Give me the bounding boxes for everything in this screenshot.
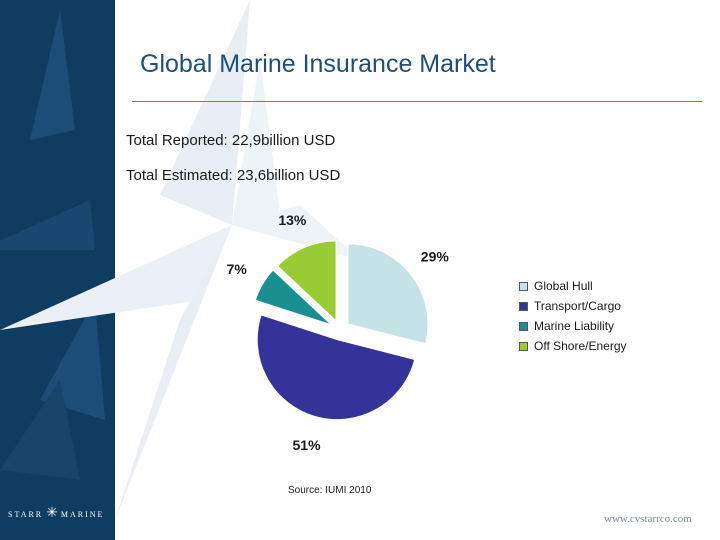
slide-title: Global Marine Insurance Market bbox=[140, 50, 496, 78]
total-estimated-text: Total Estimated: 23,6billion USD bbox=[126, 167, 341, 184]
pie-slice-marine-liability bbox=[254, 269, 332, 326]
legend-swatch bbox=[519, 301, 528, 311]
pie-label-global-hull: 29% bbox=[421, 248, 450, 264]
total-reported-text: Total Reported: 22,9billion USD bbox=[126, 132, 336, 149]
pie-slice-offshore-energy bbox=[277, 240, 337, 322]
pie-label-offshore-energy: 13% bbox=[278, 212, 307, 228]
legend-item-marine-liability: Marine Liability bbox=[519, 316, 627, 336]
website-url[interactable]: www.cvstarrco.com bbox=[604, 513, 692, 525]
source-note: Source: IUMI 2010 bbox=[288, 485, 372, 496]
legend-item-transport-cargo: Transport/Cargo bbox=[519, 296, 627, 316]
title-divider bbox=[132, 101, 702, 102]
pie-label-marine-liability: 7% bbox=[227, 261, 248, 277]
brand-logo: STARR ✳ MARINE bbox=[8, 507, 115, 521]
legend-swatch bbox=[519, 341, 528, 351]
legend-item-offshore-energy: Off Shore/Energy bbox=[519, 336, 627, 356]
legend-label: Transport/Cargo bbox=[534, 299, 621, 313]
legend-swatch bbox=[519, 321, 528, 331]
pie-slice-transport-cargo bbox=[256, 314, 416, 421]
compass-star-icon bbox=[0, 10, 105, 480]
pie-slice-global-hull bbox=[347, 243, 429, 345]
brand-left-text: STARR bbox=[8, 509, 44, 519]
legend-label: Global Hull bbox=[534, 279, 593, 293]
legend-label: Off Shore/Energy bbox=[534, 339, 627, 353]
pie-label-transport-cargo: 51% bbox=[293, 437, 322, 453]
legend-item-global-hull: Global Hull bbox=[519, 276, 627, 296]
brand-right-text: MARINE bbox=[60, 509, 105, 519]
brand-star-icon: ✳ bbox=[46, 506, 58, 521]
sidebar-panel: STARR ✳ MARINE bbox=[0, 0, 115, 540]
legend-label: Marine Liability bbox=[534, 319, 615, 333]
chart-legend: Global Hull Transport/Cargo Marine Liabili… bbox=[519, 276, 627, 356]
legend-swatch bbox=[519, 281, 528, 291]
